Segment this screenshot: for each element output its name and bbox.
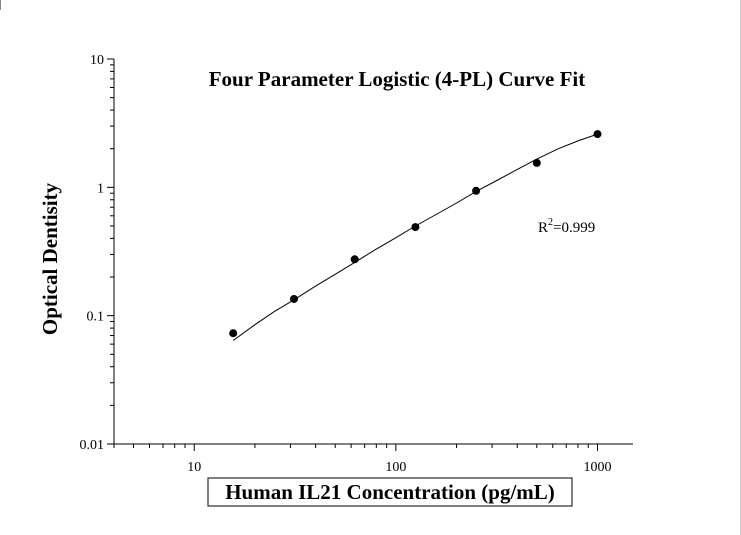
- r-squared-annotation: R2=0.999: [538, 217, 595, 236]
- data-point: [472, 186, 481, 195]
- data-point: [532, 158, 541, 167]
- data-point: [411, 223, 420, 232]
- x-axis-label-box: [207, 477, 573, 507]
- fit-curve: [232, 133, 598, 341]
- data-points: [229, 130, 602, 338]
- r-squared-superscript: 2: [548, 217, 553, 228]
- x-tick-label: 1000: [583, 460, 611, 475]
- data-point: [350, 255, 359, 264]
- r-squared-base: R: [538, 220, 548, 236]
- axes: [113, 59, 633, 445]
- corner-mark: [0, 0, 4, 10]
- r-squared-value: =0.999: [553, 220, 595, 236]
- data-point: [593, 130, 602, 139]
- data-point: [229, 329, 238, 338]
- y-tick-label: 10: [90, 53, 104, 68]
- ticks: [107, 58, 598, 451]
- chart-title: Four Parameter Logistic (4-PL) Curve Fit: [209, 67, 586, 91]
- y-tick-label: 0.1: [87, 310, 105, 325]
- data-point: [290, 294, 299, 303]
- x-axis-label: Human IL21 Concentration (pg/mL): [225, 480, 555, 504]
- x-tick-label: 10: [187, 460, 201, 475]
- y-tick-label: 1: [97, 181, 104, 196]
- y-axis-label: Optical Dentisity: [38, 182, 62, 335]
- x-tick-label: 100: [385, 460, 406, 475]
- y-tick-label: 0.01: [80, 438, 105, 453]
- tick-labels: 0.01 0.1 1 10 10 100 1000: [80, 53, 612, 475]
